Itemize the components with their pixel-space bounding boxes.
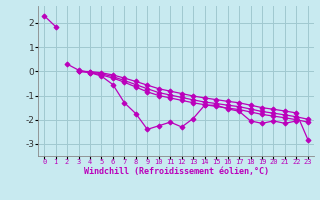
X-axis label: Windchill (Refroidissement éolien,°C): Windchill (Refroidissement éolien,°C) <box>84 167 268 176</box>
